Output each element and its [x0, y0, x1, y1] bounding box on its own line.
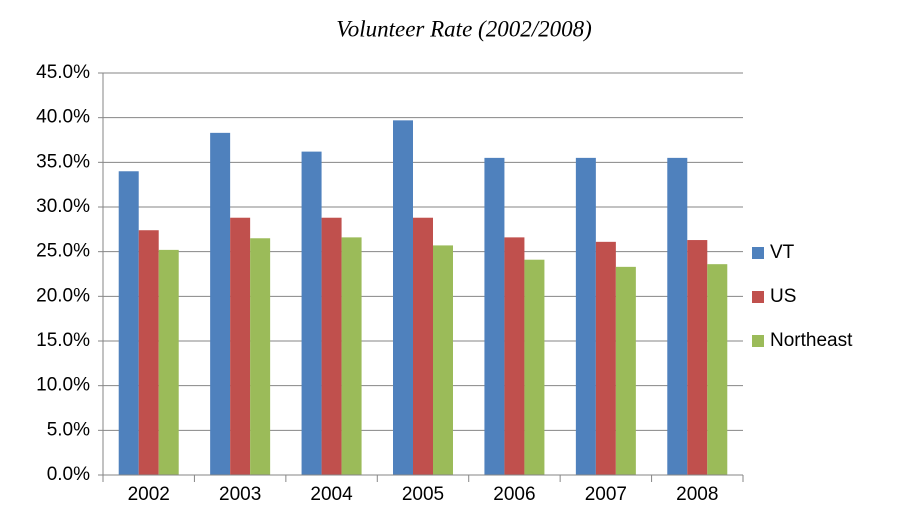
y-tick-label: 40.0% [36, 107, 90, 128]
bar [230, 217, 251, 475]
bar [158, 249, 179, 475]
x-tick-label: 2008 [676, 484, 718, 505]
x-tick-label: 2002 [128, 484, 170, 505]
bar [615, 266, 636, 475]
bar [321, 217, 342, 475]
bar [707, 264, 728, 475]
bar [667, 157, 688, 475]
bar [210, 132, 231, 475]
y-tick-label: 5.0% [47, 419, 90, 440]
bar [138, 230, 159, 475]
bar [575, 157, 596, 475]
y-tick-label: 15.0% [36, 330, 90, 351]
x-tick-label: 2005 [402, 484, 444, 505]
bar [504, 237, 525, 475]
legend-swatch [752, 335, 764, 347]
y-tick-label: 25.0% [36, 241, 90, 262]
legend-label: Northeast [770, 330, 853, 351]
bar [433, 245, 453, 475]
legend-swatch [752, 291, 764, 303]
bar [687, 240, 708, 475]
x-tick-label: 2003 [219, 484, 261, 505]
legend-label: US [770, 286, 796, 307]
chart-title: Volunteer Rate (2002/2008) [336, 16, 592, 41]
y-tick-label: 45.0% [36, 62, 90, 83]
legend-swatch [752, 247, 764, 259]
y-tick-label: 10.0% [36, 375, 90, 396]
bar [341, 237, 362, 475]
bar [524, 259, 545, 475]
x-tick-label: 2007 [585, 484, 627, 505]
y-tick-label: 35.0% [36, 151, 90, 172]
bar [413, 217, 433, 475]
y-tick-label: 30.0% [36, 196, 90, 217]
x-tick-label: 2006 [493, 484, 535, 505]
legend-label: VT [770, 242, 795, 263]
y-tick-label: 20.0% [36, 285, 90, 306]
bar [118, 171, 139, 475]
y-tick-label: 0.0% [47, 464, 90, 485]
bar [595, 241, 616, 475]
bar [484, 157, 505, 475]
bar [301, 151, 322, 475]
x-tick-label: 2004 [310, 484, 353, 505]
bar [393, 120, 413, 475]
bar [250, 238, 271, 475]
